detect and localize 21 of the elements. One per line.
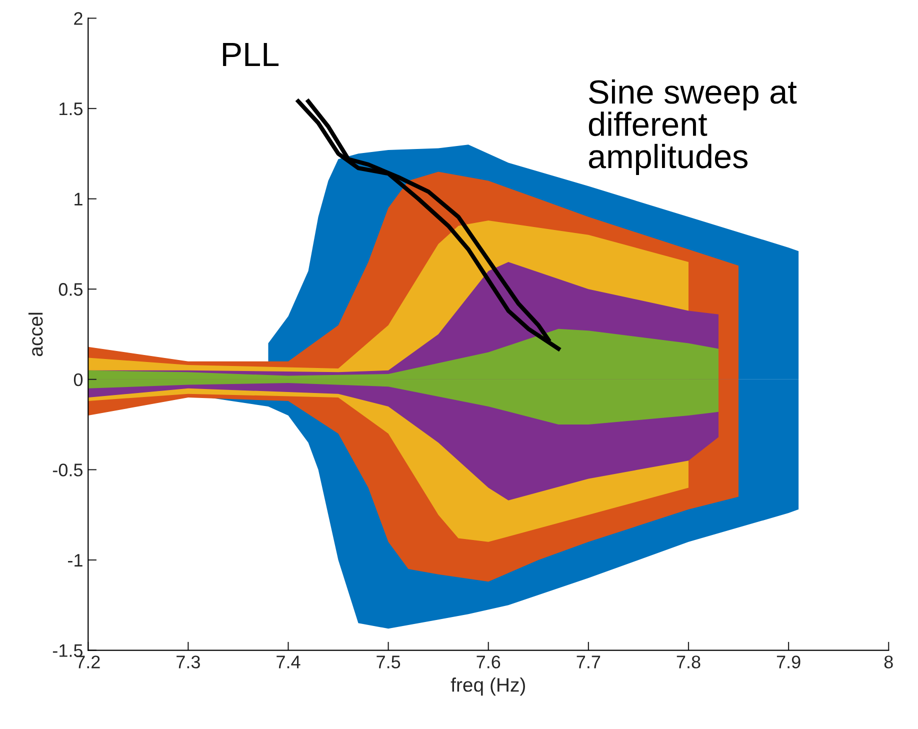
y-tick-label: 0.5 <box>58 283 83 296</box>
y-tick-label: -0.5 <box>52 464 83 476</box>
x-tick-label: 7.5 <box>376 656 400 668</box>
x-tick-label: 7.4 <box>276 656 300 668</box>
y-tick-label: 0 <box>74 373 83 386</box>
y-tick-label: 1 <box>74 192 82 206</box>
y-tick-label: -1 <box>68 554 82 567</box>
x-tick-label: 7.3 <box>176 656 200 668</box>
x-tick-label: 7.8 <box>676 656 700 668</box>
x-tick-label: 7.2 <box>76 656 100 668</box>
annotation: Sine sweep at different amplitudes <box>588 79 797 175</box>
y-tick-label: -1.5 <box>52 644 83 657</box>
y-tick-label: 1.5 <box>60 102 83 116</box>
x-tick-label: 7.6 <box>476 656 500 668</box>
x-axis-title: freq (Hz) <box>450 678 525 696</box>
x-tick-label: 7.7 <box>576 656 600 668</box>
x-tick-label: 8 <box>884 656 893 668</box>
y-tick-label: 2 <box>74 12 82 25</box>
x-tick-label: 7.9 <box>776 656 800 668</box>
y-axis-title: accel <box>28 312 43 356</box>
annotation: PLL <box>223 43 279 66</box>
